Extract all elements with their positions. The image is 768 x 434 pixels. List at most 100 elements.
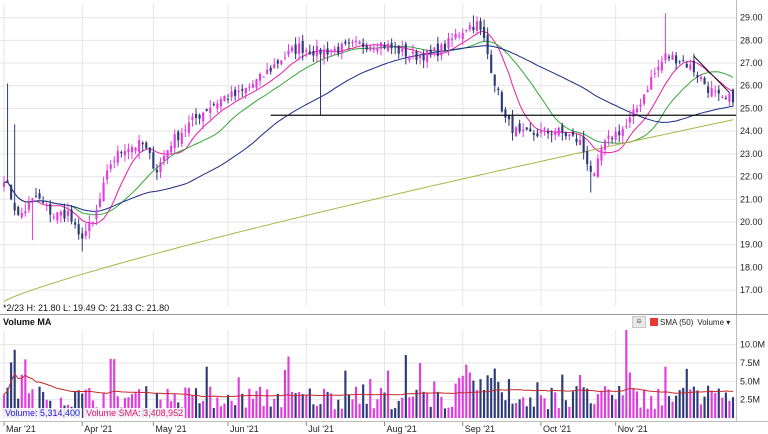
candle: [138, 134, 141, 159]
candle-body: [340, 43, 343, 54]
volume-bar: [550, 387, 553, 418]
volume-bar: [347, 394, 351, 418]
candle-body: [539, 130, 543, 133]
candle-body: [493, 74, 496, 86]
candle-body: [379, 42, 383, 49]
volume-axis: 2.5M 5.0M 7.5M 10.0M: [740, 340, 765, 405]
volume-bar: [539, 395, 543, 418]
volume-bar: [74, 391, 77, 418]
candle: [596, 154, 599, 178]
volume-bar: [187, 387, 190, 418]
volume-bar: [536, 382, 539, 418]
volume-bar: [657, 388, 660, 418]
candle-body: [173, 134, 176, 149]
volume-bar: [408, 397, 411, 418]
candle: [10, 184, 13, 201]
candle-body: [138, 140, 141, 152]
candle-body: [180, 133, 183, 144]
volume-bar: [337, 399, 340, 418]
candle-body: [283, 57, 286, 59]
candle: [483, 19, 486, 42]
candle: [611, 135, 614, 144]
volume-bar: [731, 397, 735, 418]
candle: [290, 45, 294, 53]
volume-bar: [283, 369, 286, 418]
candle-body: [322, 49, 326, 59]
volume-legend: ⯐ SMA (50) Volume ▾: [632, 316, 730, 328]
volume-bar: [42, 391, 45, 418]
candle-body: [155, 169, 158, 173]
candle-body: [468, 25, 471, 30]
candle-body: [557, 127, 560, 136]
candle-body: [386, 43, 390, 51]
volume-bar: [234, 405, 237, 418]
sma-legend-label: SMA (50): [660, 317, 694, 327]
volume-bar: [653, 408, 656, 418]
volume-bar: [365, 403, 368, 418]
candle-body: [88, 222, 91, 232]
candle: [433, 47, 436, 57]
candle-body: [91, 222, 94, 224]
collapse-button[interactable]: ⯐: [632, 316, 646, 328]
volume-bar: [258, 386, 262, 418]
volume-bar: [575, 386, 578, 418]
volume-bar: [390, 409, 393, 418]
candle-body: [6, 180, 9, 183]
candle: [123, 143, 126, 162]
volume-bar: [411, 396, 415, 418]
volume-bar: [682, 387, 685, 418]
candle-body: [408, 56, 411, 61]
volume-bar: [298, 392, 301, 418]
candle: [358, 40, 361, 45]
candle-body: [404, 44, 407, 57]
volume-bar: [219, 406, 222, 418]
candle-body: [511, 116, 514, 134]
price-axis: 17.00 18.00 19.00 20.00 21.00 22.00 23.00 24.00…: [740, 13, 763, 295]
date-tick-label: Sep '21: [465, 424, 495, 434]
candle: [436, 36, 439, 62]
volume-legend-label: Volume: [697, 317, 725, 327]
candle-body: [202, 112, 205, 122]
volume-bar: [205, 366, 208, 418]
date-tick-label: Aug '21: [387, 424, 417, 434]
candle: [731, 88, 735, 107]
candle-body: [159, 162, 162, 172]
volume-bar: [692, 386, 695, 418]
candle: [130, 144, 134, 160]
candle-body: [614, 131, 617, 140]
volume-bar: [31, 389, 34, 418]
candle: [728, 92, 731, 106]
candle-body: [134, 148, 137, 151]
sma-legend-item[interactable]: SMA (50): [650, 318, 693, 327]
candle-body: [66, 210, 70, 216]
volume-bar: [614, 399, 617, 418]
volume-bar: [145, 386, 148, 418]
candle-body: [717, 89, 720, 94]
candle: [148, 147, 151, 160]
candle: [219, 96, 222, 111]
volume-bar: [707, 385, 710, 418]
candle: [685, 60, 688, 68]
volume-tick-label: 2.5M: [740, 395, 760, 405]
candle: [582, 130, 585, 160]
volume-bar: [273, 398, 276, 418]
candle-body: [255, 79, 258, 88]
candle: [230, 85, 233, 102]
volume-bar: [632, 388, 635, 418]
candle-body: [290, 47, 294, 51]
candle: [155, 164, 158, 180]
candle-body: [70, 209, 73, 222]
volume-bar: [532, 406, 535, 418]
volume-bar: [401, 397, 404, 418]
volume-bar: [500, 392, 503, 418]
volume-legend-item[interactable]: Volume ▾: [697, 318, 730, 327]
candle: [34, 188, 38, 198]
candle: [152, 146, 155, 170]
price-tick-label: 26.00: [740, 81, 763, 91]
candle: [689, 59, 692, 71]
volume-bar: [479, 379, 482, 418]
volume-bar: [603, 386, 607, 418]
candle: [418, 53, 422, 65]
candle: [84, 223, 87, 240]
